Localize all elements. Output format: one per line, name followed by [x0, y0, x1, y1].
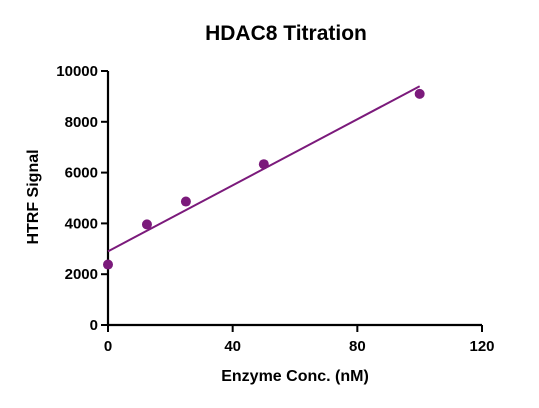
x-tick-label: 80 [349, 338, 366, 355]
x-tick-label: 40 [224, 338, 241, 355]
plot-area: 0 2000 4000 6000 8000 10000 0 40 80 120 [56, 63, 494, 355]
y-axis-label: HTRF Signal [25, 149, 42, 244]
y-tick-label: 4000 [65, 215, 98, 232]
data-point [103, 259, 113, 270]
data-point [258, 159, 269, 170]
y-tick-label: 8000 [65, 114, 98, 131]
y-tick-label: 6000 [65, 165, 98, 182]
y-tick-label: 0 [90, 317, 98, 334]
x-tick-label: 120 [469, 338, 494, 355]
y-tick-label: 10000 [56, 63, 98, 80]
y-tick-label: 2000 [65, 266, 98, 283]
data-point [141, 219, 152, 230]
data-point [414, 88, 425, 99]
x-tick-label: 0 [104, 338, 112, 355]
x-axis-label: Enzyme Conc. (nM) [221, 368, 369, 385]
data-point [180, 196, 191, 207]
chart-title: HDAC8 Titration [205, 22, 367, 45]
